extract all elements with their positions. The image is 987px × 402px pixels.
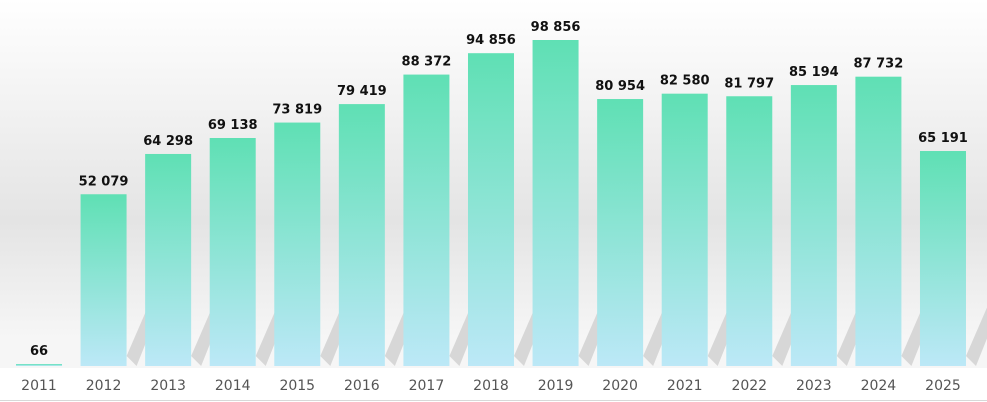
- bar-2022: [726, 96, 773, 366]
- data-label-2014: 69 138: [208, 118, 258, 133]
- data-label-2013: 64 298: [143, 134, 193, 149]
- data-label-2012: 52 079: [79, 174, 129, 189]
- bar-2012: [80, 194, 127, 366]
- data-label-2024: 87 732: [854, 57, 904, 72]
- bar-2023: [790, 85, 837, 367]
- x-tick-2025: 2025: [925, 378, 961, 394]
- data-label-2017: 88 372: [402, 55, 452, 70]
- x-tick-2015: 2015: [279, 378, 315, 394]
- bar-2018: [467, 53, 514, 366]
- data-label-2022: 81 797: [724, 76, 774, 91]
- x-tick-2013: 2013: [150, 378, 186, 394]
- bar-2025: [919, 151, 966, 366]
- data-label-2025: 65 191: [918, 131, 968, 146]
- data-label-2016: 79 419: [337, 84, 387, 99]
- bar-2013: [145, 153, 192, 366]
- x-tick-2023: 2023: [796, 378, 832, 394]
- x-tick-2011: 2011: [21, 378, 57, 394]
- data-label-2020: 80 954: [595, 79, 645, 94]
- bar-2021: [661, 93, 708, 366]
- data-label-2018: 94 856: [466, 33, 516, 48]
- bar-2011: [16, 364, 62, 366]
- bar-shadow: [965, 307, 987, 366]
- bar-2016: [338, 104, 385, 366]
- data-label-2023: 85 194: [789, 65, 839, 80]
- data-label-2015: 73 819: [272, 103, 322, 118]
- bar-2017: [403, 74, 450, 366]
- bar-2024: [855, 76, 902, 367]
- x-tick-2012: 2012: [86, 378, 122, 394]
- bar-2014: [209, 138, 256, 366]
- x-tick-2021: 2021: [667, 378, 703, 394]
- bar-2019: [532, 40, 579, 366]
- x-tick-2018: 2018: [473, 378, 509, 394]
- bar-2020: [597, 99, 644, 366]
- data-label-2019: 98 856: [531, 20, 581, 35]
- x-tick-2024: 2024: [861, 378, 897, 394]
- x-tick-2022: 2022: [731, 378, 767, 394]
- bars: [16, 40, 966, 367]
- x-tick-2017: 2017: [409, 378, 445, 394]
- x-axis-ticks: 2011 2012 2013 2014 2015 2016 2017 2018 2019 2020…: [21, 378, 961, 394]
- data-label-2021: 82 580: [660, 74, 710, 89]
- x-tick-2020: 2020: [602, 378, 638, 394]
- x-tick-2016: 2016: [344, 378, 380, 394]
- x-tick-2014: 2014: [215, 378, 251, 394]
- x-tick-2019: 2019: [538, 378, 574, 394]
- data-labels: 66 52 079 64 298 69 138 73 819 79 419 88 372 94…: [30, 20, 968, 359]
- data-label-2011: 66: [30, 344, 48, 359]
- bar-2015: [274, 122, 321, 367]
